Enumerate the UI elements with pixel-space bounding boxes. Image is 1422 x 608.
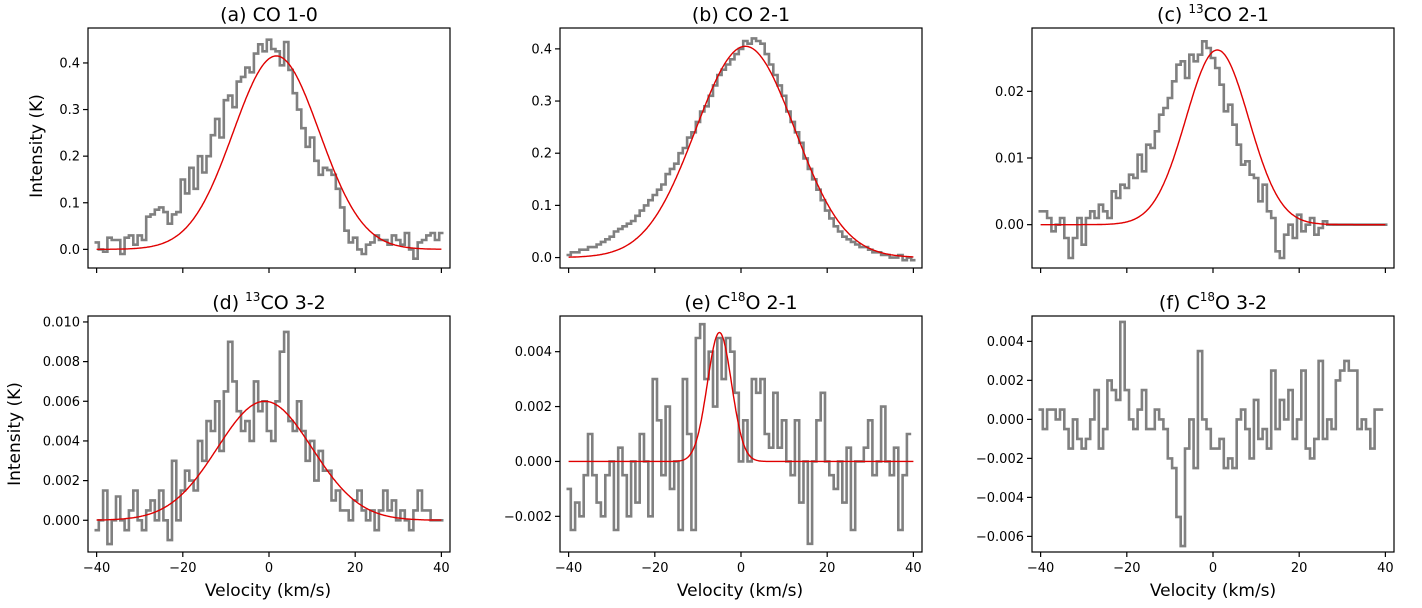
panel-e: (e) C18O 2-1 −40 −20 0 20 40 −0.002 0.000 0.002 0… [504, 290, 923, 576]
y-tick-label: −0.002 [976, 452, 1024, 467]
gaussian-fit-line [568, 331, 914, 463]
y-tick-label: 0.002 [43, 474, 80, 489]
observed-spectrum [566, 37, 916, 262]
gaussian-fit-line [96, 55, 442, 250]
x-axis-label: Velocity (km/s) [1150, 581, 1276, 601]
panel-title: (c) 13CO 2-1 [1157, 2, 1269, 26]
x-tick-label: −20 [1113, 561, 1140, 576]
observed-spectrum [1038, 320, 1384, 548]
y-tick-label: 0.0 [59, 243, 80, 258]
y-tick-label: 0.1 [59, 196, 80, 211]
gaussian-fit-line [568, 45, 914, 258]
y-tick-label: 0.004 [987, 335, 1024, 350]
y-tick-label: 0.2 [59, 150, 80, 165]
y-tick-label: 0.2 [531, 147, 552, 162]
x-tick-label: −40 [1027, 561, 1054, 576]
x-tick-label: −20 [169, 561, 196, 576]
x-tick-label: 40 [1377, 561, 1394, 576]
y-tick-label: 0.008 [43, 355, 80, 370]
y-tick-label: −0.004 [976, 491, 1024, 506]
y-tick-label: 0.4 [59, 56, 80, 71]
y-tick-label: 0.000 [43, 514, 80, 529]
panel-title: (d) 13CO 3-2 [212, 290, 326, 314]
plot-frame [1031, 315, 1395, 553]
observed-spectrum [94, 38, 444, 260]
panel-b: (b) CO 2-1 0.0 0.1 0.2 0.3 0.4 [531, 4, 923, 273]
y-tick-label: 0.004 [43, 434, 80, 449]
y-tick-label: 0.3 [59, 103, 80, 118]
y-tick-label: 0.00 [995, 218, 1024, 233]
y-tick-label: 0.1 [531, 199, 552, 214]
panel-title: (f) C18O 3-2 [1159, 290, 1267, 314]
x-tick-label: 0 [1209, 561, 1217, 576]
y-tick-label: 0.02 [995, 85, 1024, 100]
plot-frame [87, 27, 451, 269]
x-tick-label: 20 [819, 561, 836, 576]
y-axis-label: Intensity (K) [27, 94, 47, 198]
panel-title: (e) C18O 2-1 [684, 290, 797, 314]
x-axis-label: Velocity (km/s) [677, 581, 803, 601]
y-tick-label: 0.002 [987, 374, 1024, 389]
observed-spectrum [566, 322, 912, 546]
panel-title: (b) CO 2-1 [692, 4, 790, 26]
panel-c: (c) 13CO 2-1 0.00 0.01 0.02 [995, 2, 1395, 273]
x-tick-label: 40 [433, 561, 450, 576]
y-tick-label: 0.006 [43, 395, 80, 410]
observed-spectrum [1038, 40, 1388, 260]
y-tick-label: 0.000 [515, 455, 552, 470]
panel-f: (f) C18O 3-2 −40 −20 0 20 40 −0.006 −0.004 −0.00… [976, 290, 1395, 576]
x-tick-label: −20 [641, 561, 668, 576]
x-tick-label: 0 [265, 561, 273, 576]
y-tick-label: 0.002 [515, 400, 552, 415]
y-tick-label: −0.002 [504, 510, 552, 525]
y-tick-label: −0.006 [976, 530, 1024, 545]
y-tick-label: 0.3 [531, 95, 552, 110]
y-tick-label: 0.004 [515, 345, 552, 360]
panel-a: (a) CO 1-0 0.0 0.1 0.2 0.3 0.4 [59, 4, 451, 273]
x-tick-label: 40 [905, 561, 922, 576]
gaussian-fit-line [1040, 49, 1386, 226]
y-tick-label: 0.01 [995, 152, 1024, 167]
y-tick-label: 0.0 [531, 251, 552, 266]
x-tick-label: 20 [1291, 561, 1308, 576]
observed-spectrum [94, 330, 444, 546]
y-tick-label: 0.000 [987, 413, 1024, 428]
gaussian-fit-line [96, 400, 442, 521]
y-tick-label: 0.010 [43, 315, 80, 330]
x-axis-label: Velocity (km/s) [205, 581, 331, 601]
x-tick-label: 0 [737, 561, 745, 576]
x-tick-label: −40 [555, 561, 582, 576]
x-tick-label: 20 [347, 561, 364, 576]
x-tick-label: −40 [83, 561, 110, 576]
panel-title: (a) CO 1-0 [220, 4, 318, 26]
y-axis-label: Intensity (K) [5, 382, 25, 486]
panel-d: (d) 13CO 3-2 −40 −20 0 20 40 0.000 0.002 0.004 0.… [43, 290, 451, 576]
y-tick-label: 0.4 [531, 42, 552, 57]
